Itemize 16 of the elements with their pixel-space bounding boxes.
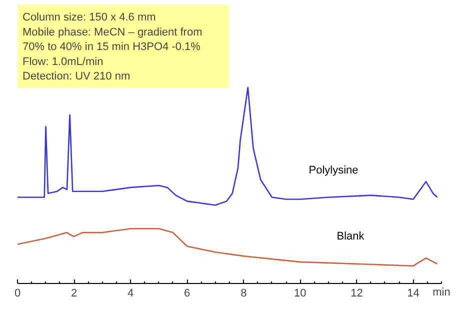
x-axis-title: min	[432, 286, 450, 298]
text: 70% to 40% in 15 min H3PO4 -0.1%	[22, 41, 201, 54]
text: Detection: UV 210 nm	[22, 70, 130, 83]
text: Column size: 150 x 4.6 mm	[22, 12, 156, 24]
x-tick-label: 14	[407, 288, 420, 300]
x-tick-label: 6	[184, 288, 190, 300]
x-tick-label: 4	[128, 288, 134, 300]
text: Mobile phase: MeCN – gradient from	[22, 26, 202, 38]
x-tick-label: 2	[70, 288, 78, 300]
series-label: Blank	[336, 230, 365, 242]
x-tick-label: 8	[240, 288, 247, 300]
series-label: Polylysine	[308, 164, 358, 176]
x-tick-label: 12	[350, 288, 363, 300]
x-tick-label: 0	[14, 288, 21, 300]
x-tick-label: 10	[294, 288, 306, 300]
text: Flow: 1.0mL/min	[22, 56, 104, 68]
